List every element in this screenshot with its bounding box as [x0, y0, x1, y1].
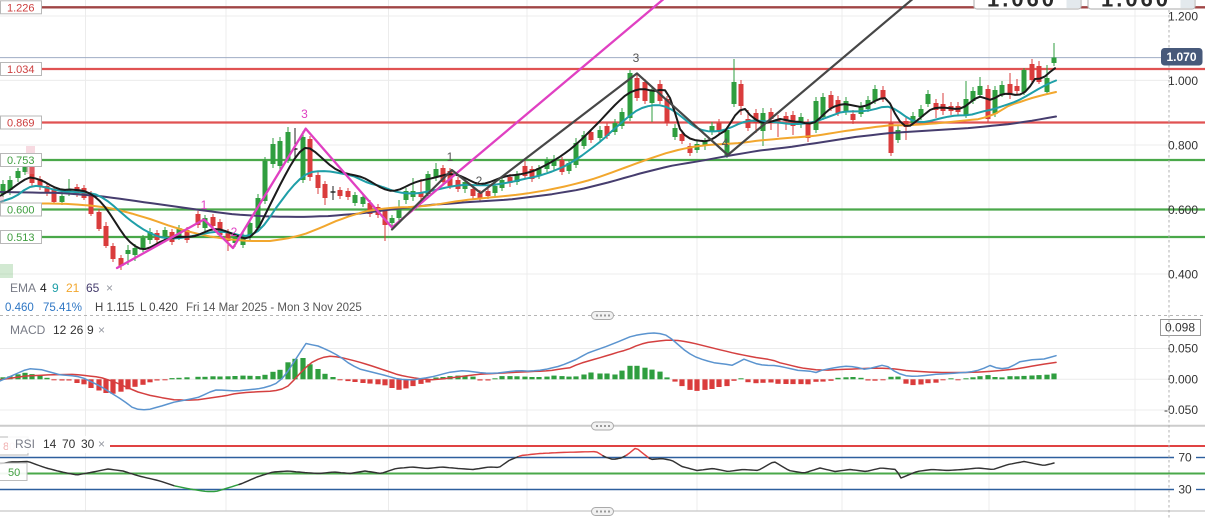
- svg-text:1.000: 1.000: [1168, 74, 1198, 88]
- svg-text:1.060: 1.060: [1101, 0, 1171, 11]
- svg-text:0.050: 0.050: [1168, 342, 1198, 356]
- svg-text:Fri 14 Mar 2025 - Mon 3 Nov 20: Fri 14 Mar 2025 - Mon 3 Nov 2025: [186, 302, 362, 314]
- svg-text:0.000: 0.000: [1168, 372, 1198, 386]
- svg-text:-0.050: -0.050: [1164, 403, 1198, 417]
- svg-text:1: 1: [201, 198, 208, 212]
- svg-text:×: ×: [98, 437, 105, 451]
- svg-text:21: 21: [66, 281, 80, 295]
- svg-text:4: 4: [40, 281, 47, 295]
- svg-text:1.070: 1.070: [1166, 50, 1196, 64]
- svg-text:0.600: 0.600: [1168, 203, 1198, 217]
- svg-text:0.869: 0.869: [7, 118, 35, 130]
- svg-text:0.400: 0.400: [1168, 268, 1198, 282]
- svg-text:1.034: 1.034: [7, 64, 35, 76]
- svg-text:1.226: 1.226: [7, 2, 35, 14]
- svg-text:75.41%: 75.41%: [43, 302, 82, 314]
- svg-text:26: 26: [70, 323, 84, 337]
- svg-text:MACD: MACD: [10, 323, 46, 337]
- svg-text:9: 9: [87, 323, 94, 337]
- svg-text:1.060: 1.060: [987, 0, 1057, 11]
- svg-text:9: 9: [52, 281, 59, 295]
- svg-text:EMA: EMA: [10, 281, 36, 295]
- svg-text:H 1.115: H 1.115: [95, 302, 134, 314]
- svg-text:70: 70: [1178, 451, 1192, 465]
- svg-text:×: ×: [98, 323, 105, 337]
- svg-text:1.200: 1.200: [1168, 10, 1198, 24]
- svg-text:0.098: 0.098: [1165, 321, 1195, 335]
- svg-text:0.753: 0.753: [7, 155, 35, 167]
- svg-text:2: 2: [231, 225, 238, 239]
- svg-text:14: 14: [43, 437, 57, 451]
- svg-text:0.600: 0.600: [7, 205, 35, 217]
- svg-text:50: 50: [8, 467, 20, 479]
- svg-text:3: 3: [633, 51, 640, 65]
- svg-text:0.460: 0.460: [5, 302, 34, 314]
- svg-text:1: 1: [447, 150, 454, 164]
- svg-text:×: ×: [106, 281, 113, 295]
- svg-text:2: 2: [476, 174, 483, 188]
- svg-text:RSI: RSI: [15, 437, 35, 451]
- svg-text:4: 4: [722, 136, 729, 150]
- svg-text:70: 70: [62, 437, 76, 451]
- svg-text:3: 3: [301, 107, 308, 121]
- svg-text:0.513: 0.513: [7, 232, 35, 244]
- svg-text:12: 12: [53, 323, 67, 337]
- svg-text:65: 65: [86, 281, 100, 295]
- svg-text:30: 30: [1178, 483, 1192, 497]
- svg-text:0.800: 0.800: [1168, 139, 1198, 153]
- svg-text:30: 30: [81, 437, 95, 451]
- svg-text:L 0.420: L 0.420: [140, 302, 178, 314]
